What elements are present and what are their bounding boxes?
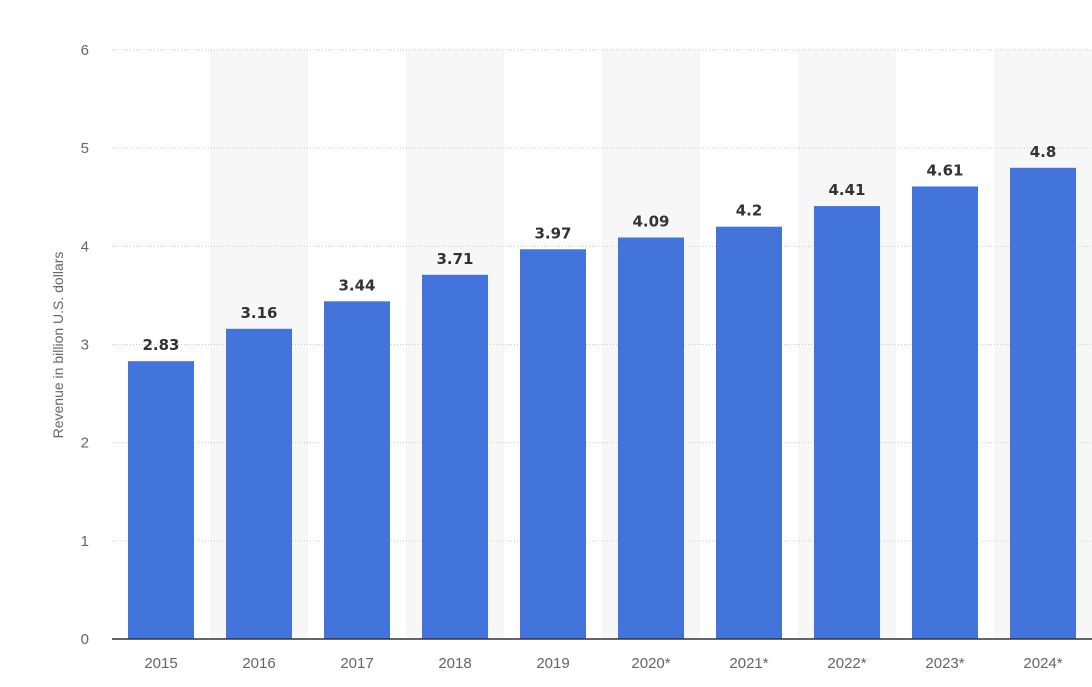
data-label: 2.83 xyxy=(142,336,179,354)
x-tick-label: 2018 xyxy=(438,655,471,672)
data-label: 4.09 xyxy=(632,212,669,230)
x-tick-label: 2015 xyxy=(144,655,177,672)
data-label: 3.44 xyxy=(338,276,375,294)
y-tick-label: 0 xyxy=(81,631,89,648)
x-tick-label: 2021* xyxy=(729,655,768,672)
y-tick-label: 3 xyxy=(81,337,89,354)
bar xyxy=(422,274,488,639)
bar xyxy=(128,361,194,639)
data-label: 3.16 xyxy=(240,304,277,322)
bar xyxy=(814,206,880,639)
bar xyxy=(716,226,782,639)
x-tick-label: 2019 xyxy=(536,655,569,672)
bar xyxy=(912,186,978,639)
bar xyxy=(226,328,292,639)
bar xyxy=(324,301,390,639)
data-label: 3.97 xyxy=(534,224,571,242)
y-tick-label: 5 xyxy=(81,140,89,157)
data-label: 3.71 xyxy=(436,250,473,268)
value-labels: 2.83 3.16 3.44 3.71 3.97 4.09 4.2 4.41 4.61 4.8 xyxy=(142,143,1056,354)
y-tick-labels: 0 1 2 3 4 5 6 xyxy=(81,42,89,648)
x-tick-label: 2016 xyxy=(242,655,275,672)
y-tick-label: 6 xyxy=(81,42,89,59)
y-axis-title: Revenue in billion U.S. dollars xyxy=(50,252,66,439)
bar xyxy=(618,237,684,639)
y-tick-label: 1 xyxy=(81,533,89,550)
data-label: 4.61 xyxy=(926,161,963,179)
bar xyxy=(520,249,586,640)
y-tick-label: 4 xyxy=(81,238,89,255)
x-tick-label: 2024* xyxy=(1023,655,1062,672)
x-tick-label: 2022* xyxy=(827,655,866,672)
x-tick-label: 2020* xyxy=(631,655,670,672)
data-label: 4.2 xyxy=(736,202,763,220)
data-label: 4.41 xyxy=(828,181,865,199)
bars xyxy=(128,167,1076,640)
data-label: 4.8 xyxy=(1030,143,1057,161)
x-tick-label: 2023* xyxy=(925,655,964,672)
x-tick-labels: 2015 2016 2017 2018 2019 2020* 2021* 2022* 2023*… xyxy=(144,655,1062,672)
bar xyxy=(1010,167,1076,640)
x-tick-label: 2017 xyxy=(340,655,373,672)
y-tick-label: 2 xyxy=(81,435,89,452)
